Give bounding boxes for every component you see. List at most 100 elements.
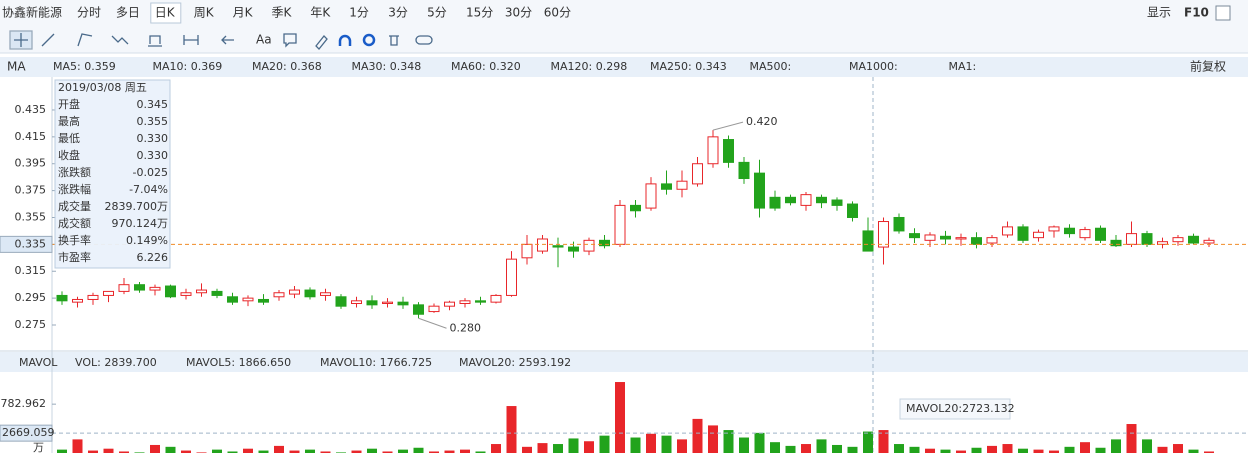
candle-body xyxy=(335,296,347,307)
volume-bar xyxy=(289,450,300,453)
current-volume-label: 2669.059 xyxy=(2,426,55,439)
display-menu[interactable]: 显示 xyxy=(1147,6,1171,20)
volume-bar xyxy=(398,449,408,453)
tool-icon[interactable] xyxy=(283,33,297,48)
tool-icon[interactable] xyxy=(111,35,129,45)
tab[interactable]: 15分 xyxy=(466,6,493,20)
volume-bar xyxy=(847,446,858,453)
tab[interactable]: 3分 xyxy=(388,6,408,20)
candle-body xyxy=(444,301,455,307)
candle-body xyxy=(831,199,843,206)
candle-body xyxy=(351,300,362,304)
tool-icon[interactable] xyxy=(315,35,328,50)
candle-body xyxy=(1033,231,1044,239)
ma-legend: MA250: 0.343 xyxy=(650,60,727,73)
volume-bar xyxy=(692,418,703,453)
candle-body xyxy=(1126,233,1137,245)
y-tick-label: 0.315 xyxy=(15,264,47,277)
volume-indicator-name: MAVOL xyxy=(19,356,58,369)
volume-bar xyxy=(956,450,966,453)
candle-body xyxy=(1002,226,1013,236)
f10-button[interactable]: F10 xyxy=(1184,6,1209,20)
active-tab[interactable] xyxy=(150,2,182,24)
volume-bar xyxy=(429,451,439,453)
current-price-label: 0.335 xyxy=(15,237,47,250)
ma-legend: MA1: xyxy=(949,60,977,73)
volume-bar xyxy=(367,448,377,453)
candle-body xyxy=(258,298,269,303)
checkbox[interactable] xyxy=(1215,5,1231,21)
candle-body xyxy=(986,237,998,244)
candle-body xyxy=(754,172,765,209)
vol-legend: MAVOL10: 1766.725 xyxy=(320,356,432,369)
info-label: 成交额 xyxy=(58,216,91,230)
tab[interactable]: 日K xyxy=(155,6,176,20)
volume-bar xyxy=(646,433,656,453)
info-value: -7.04% xyxy=(129,183,168,196)
candle-body xyxy=(1188,235,1199,244)
tool-icons[interactable] xyxy=(9,30,433,50)
y-tick-label: 0.275 xyxy=(15,318,47,331)
volume-bar xyxy=(1157,446,1168,453)
tool-icon[interactable] xyxy=(415,35,433,45)
candle-body xyxy=(537,238,548,252)
ma-legend: MA30: 0.348 xyxy=(352,60,422,73)
candle-body xyxy=(893,216,905,232)
tool-icon-text[interactable]: Aa xyxy=(256,33,272,47)
tool-icon[interactable] xyxy=(14,33,28,47)
volume-bar xyxy=(88,450,98,453)
info-value: 2839.700万 xyxy=(105,200,169,213)
volume-bar xyxy=(832,444,842,453)
volume-bar xyxy=(940,449,951,453)
info-date: 2019/03/08 周五 xyxy=(58,81,147,94)
volume-bar xyxy=(460,449,470,453)
info-value: 6.226 xyxy=(137,251,169,264)
tool-icon[interactable] xyxy=(221,35,234,45)
tool-icon[interactable] xyxy=(389,35,399,46)
tool-icon[interactable] xyxy=(183,35,199,45)
tool-icon[interactable] xyxy=(362,33,376,47)
y-tick-label: 0.375 xyxy=(15,184,47,197)
info-value: 0.355 xyxy=(137,115,169,128)
candle-body xyxy=(568,246,579,252)
tool-icon[interactable] xyxy=(148,35,162,47)
info-label: 最高 xyxy=(58,114,80,128)
tab[interactable]: 5分 xyxy=(427,6,447,20)
candle-body xyxy=(56,294,68,302)
tab[interactable]: 季K xyxy=(272,6,293,20)
tab[interactable]: 分时 xyxy=(77,6,101,20)
candle-body xyxy=(800,194,812,206)
info-value: 0.149% xyxy=(126,234,168,247)
tab[interactable]: 周K xyxy=(194,6,215,20)
volume-bar xyxy=(351,450,362,453)
ma-legend: MA120: 0.298 xyxy=(551,60,628,73)
low-leader xyxy=(418,317,447,329)
adjust-mode[interactable]: 前复权 xyxy=(1190,59,1226,74)
tab[interactable]: 60分 xyxy=(544,6,571,20)
volume-bar xyxy=(599,435,610,453)
tab[interactable]: 月K xyxy=(233,6,254,20)
volume-bar xyxy=(506,406,517,453)
candle-body xyxy=(630,204,641,212)
tool-icon[interactable] xyxy=(338,34,352,46)
tab[interactable]: 30分 xyxy=(505,6,532,20)
candle-body xyxy=(413,304,424,315)
ma-legend: MA60: 0.320 xyxy=(451,60,521,73)
volume-bar xyxy=(305,449,315,453)
info-label: 涨跌幅 xyxy=(58,182,91,196)
candle-body xyxy=(506,258,517,296)
toolbar-bg xyxy=(0,0,1248,27)
tab[interactable]: 年K xyxy=(310,6,331,20)
volume-unit: 万 xyxy=(33,441,44,453)
volume-bar-bg xyxy=(0,352,1248,372)
volume-bar xyxy=(1064,446,1075,453)
volume-bar xyxy=(258,450,269,453)
tool-icon[interactable] xyxy=(77,33,93,47)
volume-bar xyxy=(630,437,641,453)
volume-bar xyxy=(987,445,997,453)
tab[interactable]: 1分 xyxy=(349,6,369,20)
tool-icon[interactable] xyxy=(41,33,55,47)
candle-body xyxy=(459,300,471,304)
tab[interactable]: 多日 xyxy=(116,6,140,20)
